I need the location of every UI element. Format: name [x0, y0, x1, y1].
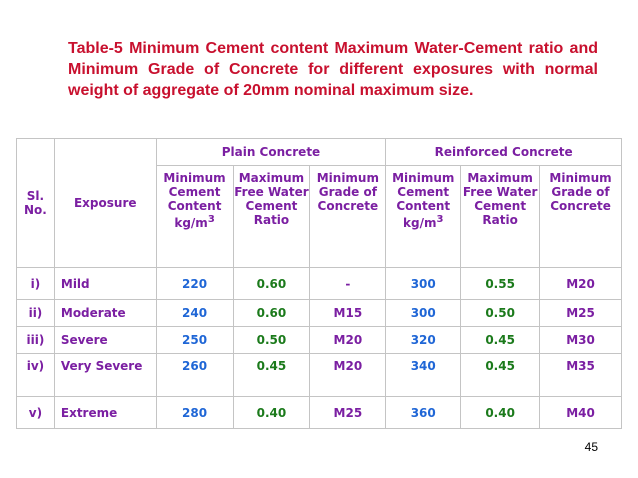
cell-plain-cement: 260	[155, 353, 234, 397]
table-row: iii) Severe 250 0.50 M20 320 0.45 M30	[16, 326, 622, 354]
cell-reinforced-wc: 0.45	[460, 326, 541, 354]
cell-exposure: Severe	[53, 326, 157, 354]
cell-sl: v)	[16, 396, 55, 429]
header-plain-concrete: Plain Concrete	[155, 138, 387, 166]
header-label: Minimum Cement Content kg/m	[163, 171, 226, 230]
cell-reinforced-cement: 340	[385, 353, 462, 397]
slide-title: Table-5 Minimum Cement content Maximum W…	[68, 40, 598, 99]
header-plain-max-wc: Maximum Free Water Cement Ratio	[232, 165, 311, 268]
cell-reinforced-grade: M20	[539, 267, 622, 300]
cell-sl: iv)	[16, 353, 55, 397]
cell-plain-grade: M20	[309, 353, 387, 397]
table-row: iv) Very Severe 260 0.45 M20 340 0.45 M3…	[16, 353, 622, 397]
cell-plain-grade: M25	[309, 396, 387, 429]
header-plain-min-grade: Minimum Grade of Concrete	[309, 165, 387, 268]
cell-plain-wc: 0.50	[232, 326, 311, 354]
header-plain-min-cement: Minimum Cement Content kg/m3	[155, 165, 234, 268]
cell-reinforced-wc: 0.45	[460, 353, 541, 397]
cell-exposure: Extreme	[53, 396, 157, 429]
cell-plain-grade: M15	[309, 299, 387, 327]
cell-reinforced-wc: 0.50	[460, 299, 541, 327]
cell-sl: ii)	[16, 299, 55, 327]
cell-reinforced-wc: 0.40	[460, 396, 541, 429]
cell-plain-wc: 0.45	[232, 353, 311, 397]
cell-reinforced-grade: M30	[539, 326, 622, 354]
header-reinforced-min-cement: Minimum Cement Content kg/m3	[385, 165, 462, 268]
cell-exposure: Very Severe	[53, 353, 157, 397]
cell-reinforced-grade: M40	[539, 396, 622, 429]
header-superscript: 3	[207, 214, 215, 225]
cell-plain-grade: -	[309, 267, 387, 300]
cell-plain-wc: 0.40	[232, 396, 311, 429]
table-row: ii) Moderate 240 0.60 M15 300 0.50 M25	[16, 299, 622, 327]
cell-plain-wc: 0.60	[232, 267, 311, 300]
header-superscript: 3	[436, 214, 444, 225]
cell-plain-cement: 220	[155, 267, 234, 300]
page-number: 45	[584, 440, 598, 454]
cell-reinforced-grade: M25	[539, 299, 622, 327]
table-row: v) Extreme 280 0.40 M25 360 0.40 M40	[16, 396, 622, 429]
cell-reinforced-cement: 300	[385, 267, 462, 300]
header-sl-no: Sl. No.	[16, 138, 55, 268]
cell-exposure: Mild	[53, 267, 157, 300]
table-row: i) Mild 220 0.60 - 300 0.55 M20	[16, 267, 622, 300]
cell-reinforced-grade: M35	[539, 353, 622, 397]
cell-reinforced-cement: 360	[385, 396, 462, 429]
header-label: Minimum Cement Content kg/m	[392, 171, 455, 230]
cell-plain-cement: 280	[155, 396, 234, 429]
header-exposure: Exposure	[53, 138, 157, 268]
cell-exposure: Moderate	[53, 299, 157, 327]
cell-plain-grade: M20	[309, 326, 387, 354]
header-reinforced-min-grade: Minimum Grade of Concrete	[539, 165, 622, 268]
cell-reinforced-wc: 0.55	[460, 267, 541, 300]
cell-plain-cement: 250	[155, 326, 234, 354]
cell-sl: iii)	[16, 326, 55, 354]
header-reinforced-concrete: Reinforced Concrete	[385, 138, 622, 166]
header-reinforced-max-wc: Maximum Free Water Cement Ratio	[460, 165, 541, 268]
exposure-table: Sl. No. Exposure Plain Concrete Reinforc…	[16, 138, 622, 429]
cell-reinforced-cement: 320	[385, 326, 462, 354]
cell-plain-wc: 0.60	[232, 299, 311, 327]
cell-plain-cement: 240	[155, 299, 234, 327]
cell-sl: i)	[16, 267, 55, 300]
cell-reinforced-cement: 300	[385, 299, 462, 327]
